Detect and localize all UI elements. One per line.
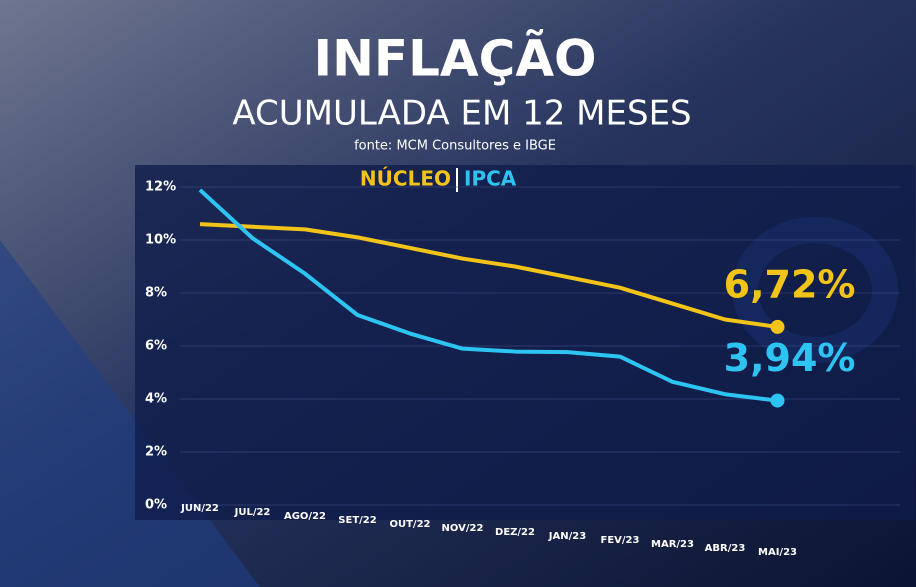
chart-subtitle: ACUMULADA EM 12 MESES [232, 94, 691, 134]
chart-panel [135, 165, 915, 520]
y-tick-label: 12% [145, 180, 176, 195]
x-tick-label: JUN/22 [180, 503, 219, 514]
x-tick-label: OUT/22 [389, 519, 430, 530]
value-label: 3,94% [724, 336, 856, 380]
x-tick-label: ABR/23 [705, 543, 746, 554]
series-line [198, 188, 778, 403]
y-tick-label: 6% [145, 339, 167, 354]
y-tick-label: 0% [145, 498, 167, 513]
x-tick-label: FEV/23 [601, 535, 640, 546]
value-label: 6,72% [724, 262, 856, 306]
y-tick-label: 4% [145, 392, 167, 407]
source: fonte: MCM Consultores e IBGE [354, 139, 556, 154]
x-tick-label: SET/22 [338, 515, 376, 526]
end-point [770, 393, 785, 408]
x-tick-label: JUL/22 [234, 507, 271, 518]
x-tick-label: JAN/23 [548, 531, 586, 542]
series-line [199, 222, 778, 329]
x-tick-label: MAR/23 [651, 539, 694, 550]
x-tick-label: NOV/22 [442, 523, 484, 534]
y-tick-label: 2% [145, 445, 167, 460]
x-tick-label: DEZ/22 [495, 527, 535, 538]
x-tick-label: MAI/23 [758, 547, 797, 558]
y-tick-label: 10% [145, 233, 176, 248]
y-tick-label: 8% [145, 286, 167, 301]
chart-title: INFLAÇÃO [313, 29, 596, 88]
end-point [770, 319, 785, 334]
x-tick-label: AGO/22 [284, 511, 326, 522]
